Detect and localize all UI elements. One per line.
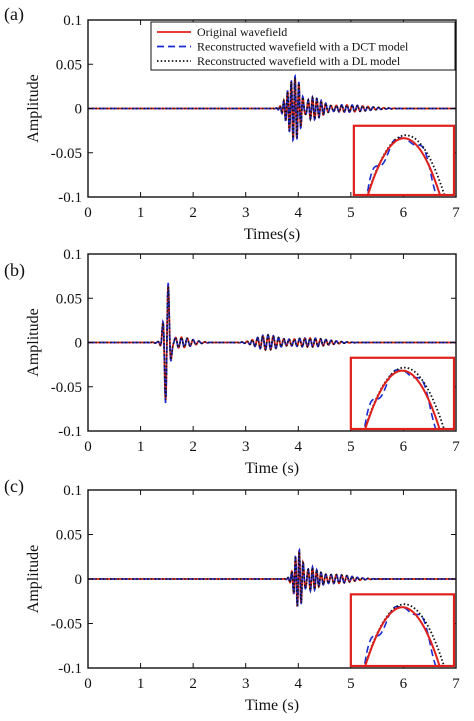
series-dl-line [88,286,456,400]
panel-label: (b) [4,260,25,281]
x-tick-label: 5 [347,439,355,455]
y-tick-label: -0.1 [58,424,82,440]
x-tick-label: 4 [295,439,303,455]
zoom-inset [349,356,456,431]
x-tick-label: 0 [84,676,92,692]
y-tick-label: -0.05 [51,146,82,162]
y-tick-label: 0.05 [56,57,82,73]
zoom-inset [352,124,456,197]
y-tick-label: -0.1 [58,190,82,206]
panel-3: 0 1 2 3 4 5 6 7 -0.1 -0.05 0 0.05 0.1 Time (s) Amplitu… [4,476,460,714]
x-tick-label: 0 [84,439,92,455]
y-axis-label: Amplitude [25,545,42,613]
x-tick-label: 4 [295,676,303,692]
series-dct-line [88,74,456,143]
x-tick-label: 3 [242,205,250,221]
y-tick-label: 0 [75,102,83,118]
y-tick-label: 0.1 [63,13,82,29]
x-tick-label: 1 [137,439,145,455]
x-tick-label: 5 [347,205,355,221]
y-tick-label: 0 [75,336,83,352]
x-tick-label: 2 [189,676,197,692]
legend-entry-label: Reconstructed wavefield with a DL model [197,54,401,68]
x-tick-label: 7 [452,439,460,455]
panel-label: (c) [4,476,24,497]
x-tick-label: 4 [295,205,303,221]
zoom-inset [349,593,456,668]
y-tick-label: 0.05 [56,528,82,544]
x-tick-label: 6 [400,205,408,221]
panel-2: 0 1 2 3 4 5 6 7 -0.1 -0.05 0 0.05 0.1 Time (s) Amplitu… [4,247,460,477]
panel-label: (a) [4,4,24,25]
y-tick-label: 0.1 [63,247,82,263]
x-tick-label: 1 [137,205,145,221]
x-tick-label: 6 [400,439,408,455]
y-axis-label: Amplitude [25,308,42,376]
y-tick-label: -0.05 [51,617,82,633]
x-tick-label: 7 [452,205,460,221]
y-tick-label: 0 [75,572,83,588]
x-tick-label: 7 [452,676,460,692]
legend-entry-label: Original wavefield [197,25,287,39]
x-tick-label: 2 [189,205,197,221]
x-tick-label: 3 [242,439,250,455]
y-tick-label: 0.1 [63,483,82,499]
x-axis-label: Times(s) [244,226,300,243]
x-tick-label: 3 [242,676,250,692]
x-axis-label: Time (s) [245,697,299,714]
legend-entry-label: Reconstructed wavefield with a DCT model [197,40,409,54]
x-tick-label: 2 [189,439,197,455]
x-tick-label: 1 [137,676,145,692]
y-axis-label: Amplitude [25,74,42,142]
x-tick-label: 5 [347,676,355,692]
y-tick-label: -0.05 [51,380,82,396]
series-dct-line [88,547,456,608]
x-tick-label: 0 [84,205,92,221]
y-tick-label: -0.1 [58,661,82,677]
x-tick-label: 6 [400,676,408,692]
x-axis-label: Time (s) [245,460,299,477]
panel-1: 0 1 2 3 4 5 6 7 -0.1 -0.05 0 0.05 0.1 Times(s) Amplitu… [4,4,460,243]
y-tick-label: 0.05 [56,291,82,307]
